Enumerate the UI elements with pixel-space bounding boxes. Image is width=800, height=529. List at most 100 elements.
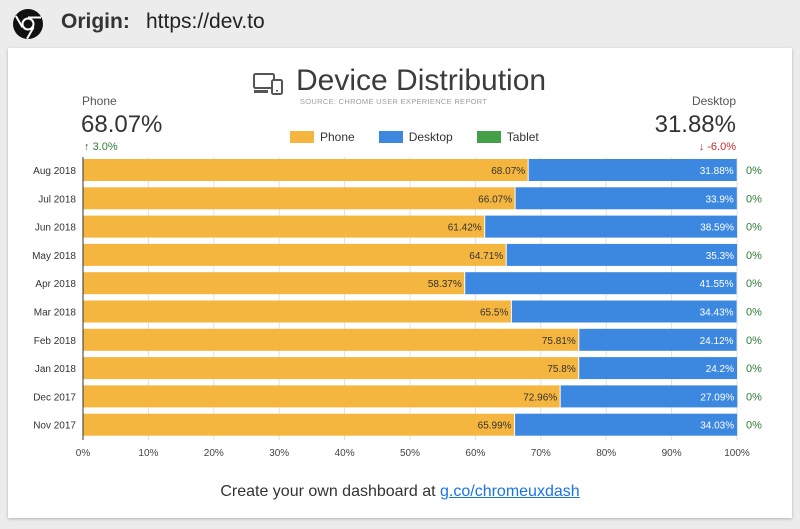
x-tick-label: 10% [138, 448, 158, 459]
y-category-label: Nov 2017 [33, 421, 76, 432]
bar-desktop [528, 159, 737, 181]
desktop-data-label: 27.09% [700, 392, 734, 403]
x-tick-label: 70% [531, 448, 551, 459]
legend-label-desktop: Desktop [408, 130, 453, 144]
tablet-data-label: 0% [746, 278, 762, 290]
arrow-down-icon: ↓ [698, 141, 705, 153]
y-category-label: Mar 2018 [34, 308, 77, 319]
phone-data-label: 66.07% [478, 194, 512, 205]
bar-desktop [506, 243, 738, 266]
legend-item-tablet[interactable]: Tablet [476, 130, 539, 144]
bar-phone [83, 272, 465, 295]
phone-data-label: 64.71% [469, 251, 503, 262]
tablet-data-label: 0% [746, 391, 762, 403]
tablet-data-label: 0% [746, 193, 762, 205]
bar-phone [83, 187, 516, 210]
chrome-logo-icon [13, 9, 43, 40]
x-tick-label: 50% [400, 448, 420, 459]
y-category-label: Dec 2017 [33, 392, 76, 403]
y-category-label: Jan 2018 [35, 364, 77, 375]
dashboard-link[interactable]: g.co/chromeuxdash [440, 483, 580, 500]
bar-desktop [560, 385, 738, 408]
desktop-summary-value: 31.88% [654, 111, 736, 138]
y-category-label: Apr 2018 [35, 279, 76, 290]
desktop-data-label: 38.59% [700, 223, 734, 234]
desktop-data-label: 33.9% [705, 194, 733, 205]
legend-label-tablet: Tablet [506, 130, 539, 144]
desktop-data-label: 31.88% [700, 166, 734, 177]
chart-title: Device Distribution [296, 64, 547, 97]
bar-phone [83, 215, 485, 238]
tablet-data-label: 0% [746, 420, 762, 432]
legend-item-desktop[interactable]: Desktop [378, 130, 453, 144]
chart-legend: Phone Desktop Tablet [290, 129, 563, 145]
phone-data-label: 65.5% [480, 308, 508, 319]
desktop-data-label: 24.12% [700, 336, 734, 347]
tablet-data-label: 0% [746, 222, 762, 234]
bar-phone [83, 413, 515, 436]
desktop-summary-change: ↓ -6.0% [699, 141, 736, 153]
bar-phone [83, 385, 561, 408]
x-tick-label: 80% [596, 448, 616, 459]
legend-swatch-phone [290, 131, 314, 143]
y-category-label: Feb 2018 [34, 336, 77, 347]
desktop-change-value: -6.0% [707, 141, 736, 153]
footer-text: Create your own dashboard at [220, 483, 441, 500]
x-tick-label: 30% [269, 448, 289, 459]
phone-data-label: 68.07% [491, 166, 525, 177]
desktop-data-label: 35.3% [706, 251, 734, 262]
bar-phone [83, 357, 579, 380]
bar-phone [83, 300, 512, 323]
x-tick-label: 40% [335, 448, 355, 459]
origin-url[interactable]: https://dev.to [146, 10, 265, 33]
devices-icon [253, 73, 283, 95]
bar-phone [83, 243, 507, 266]
bar-phone [83, 159, 529, 181]
tablet-data-label: 0% [746, 363, 762, 375]
phone-data-label: 72.96% [523, 392, 557, 403]
bar-desktop [514, 413, 738, 436]
x-tick-label: 60% [465, 448, 485, 459]
desktop-data-label: 41.55% [700, 279, 734, 290]
bar-desktop [515, 187, 737, 210]
desktop-summary-label: Desktop [691, 94, 736, 108]
x-tick-label: 0% [76, 448, 91, 459]
legend-swatch-desktop [378, 131, 403, 143]
bar-desktop [511, 300, 737, 323]
y-category-label: Jun 2018 [35, 223, 77, 234]
phone-data-label: 58.37% [428, 279, 462, 290]
phone-summary-change: ↑ 3.0% [84, 141, 118, 153]
legend-item-phone[interactable]: Phone [290, 130, 355, 144]
bar-desktop [464, 272, 737, 295]
y-category-label: Jul 2018 [38, 194, 76, 205]
phone-data-label: 75.8% [547, 364, 575, 375]
origin-label: Origin: [61, 10, 130, 33]
phone-summary-value: 68.07% [81, 111, 163, 138]
tablet-data-label: 0% [746, 335, 762, 347]
y-category-label: Aug 2018 [33, 166, 76, 177]
x-tick-label: 100% [724, 448, 750, 459]
x-tick-label: 90% [662, 448, 682, 459]
y-category-label: May 2018 [32, 251, 76, 262]
bar-desktop [484, 215, 738, 238]
chart-subtitle: SOURCE: CHROME USER EXPERIENCE REPORT [300, 97, 488, 106]
phone-change-value: 3.0% [92, 141, 118, 153]
phone-data-label: 61.42% [448, 223, 482, 234]
tablet-data-label: 0% [746, 165, 762, 177]
desktop-data-label: 34.43% [700, 308, 734, 319]
phone-data-label: 65.99% [478, 421, 512, 432]
legend-swatch-tablet [476, 131, 501, 143]
bar-phone [83, 328, 579, 351]
legend-label-phone: Phone [320, 130, 355, 144]
desktop-data-label: 24.2% [706, 364, 734, 375]
phone-summary-label: Phone [82, 94, 117, 108]
bar-desktop [578, 357, 737, 380]
x-tick-label: 20% [204, 448, 224, 459]
phone-data-label: 75.81% [542, 336, 576, 347]
tablet-data-label: 0% [746, 250, 762, 262]
bar-desktop [578, 328, 737, 351]
desktop-data-label: 34.03% [700, 421, 734, 432]
arrow-up-icon: ↑ [84, 141, 90, 153]
origin-header: Origin: https://dev.to [0, 0, 800, 46]
